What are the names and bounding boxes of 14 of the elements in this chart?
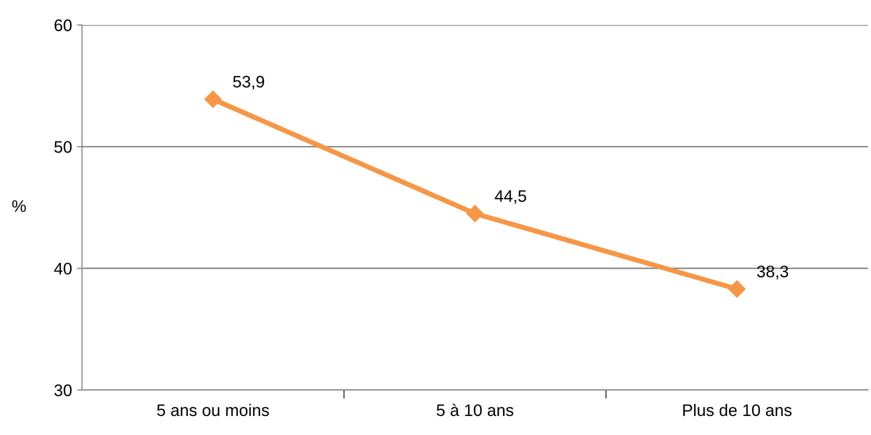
- point: [466, 205, 484, 222]
- data-label: 44,5: [494, 190, 526, 204]
- x-tick-label: 5 ans ou moins: [157, 404, 269, 416]
- point: [728, 280, 746, 298]
- y-tick-label: 30: [54, 384, 72, 396]
- y-axis-title: %: [12, 200, 26, 212]
- data-label: 53,9: [233, 76, 264, 90]
- data-label: 38,3: [757, 266, 788, 280]
- point: [204, 90, 222, 108]
- x-tick-label: 5 à 10 ans: [436, 404, 514, 416]
- y-tick-label: 60: [54, 19, 72, 32]
- y-tick-label: 50: [54, 141, 72, 153]
- x-tick-label: Plus de 10 ans: [683, 404, 792, 416]
- y-tick-label: 40: [54, 262, 72, 275]
